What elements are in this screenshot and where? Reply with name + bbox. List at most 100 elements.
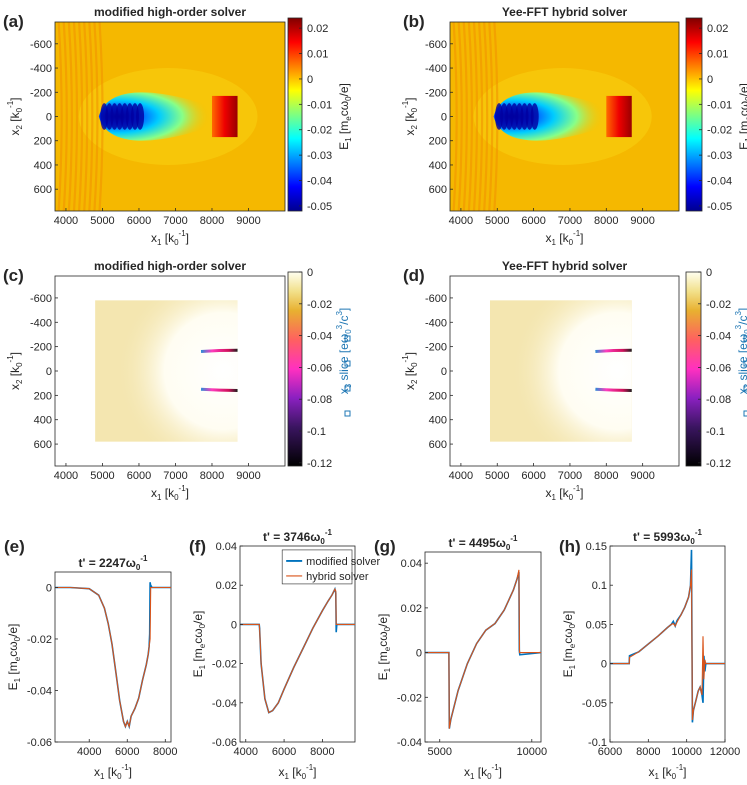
panel-label: (c) — [3, 266, 24, 285]
colorbar-tick-label: -0.03 — [307, 150, 332, 162]
panel-label: (d) — [403, 266, 425, 285]
x-axis-label: x1 [k0-1] — [545, 229, 583, 247]
marker-square — [344, 385, 351, 392]
series-line — [610, 569, 725, 721]
colorbar — [685, 271, 702, 467]
laser-stripe — [62, 22, 68, 211]
y-tick-label: 0 — [601, 659, 607, 671]
panel-title: t' = 3746ω0-1 — [263, 528, 332, 546]
x-tick-label: 10000 — [516, 746, 547, 758]
x-axis-label: x1 [k0-1] — [151, 229, 189, 247]
heatmap-panel: 4000 5000 6000 7000 8000 9000-600-400-2000200… — [401, 259, 747, 502]
x-tick-label: 4000 — [77, 746, 101, 758]
x-tick-label: 8000 — [153, 746, 177, 758]
laser-stripe — [467, 22, 474, 211]
wake-ripple — [136, 103, 145, 130]
y-tick-label: 400 — [429, 415, 447, 427]
series-line — [240, 587, 355, 714]
laser-stripe — [483, 22, 489, 211]
panel-title: t' = 4495ω0-1 — [449, 534, 518, 552]
colorbar-tick-label: -0.04 — [307, 176, 332, 188]
x-axis-label: x1 [k0-1] — [94, 763, 132, 781]
y-tick-label: -0.05 — [582, 698, 607, 710]
panel-label: (f) — [189, 537, 206, 556]
x-axis-label: x1 [k0-1] — [278, 763, 316, 781]
laser-stripe — [57, 22, 63, 211]
y-tick-label: -0.04 — [397, 737, 422, 749]
panel-title: modified high-order solver — [94, 259, 246, 273]
y-tick-label: -600 — [30, 293, 52, 305]
x-tick-label: 6000 — [127, 215, 151, 227]
x-tick-label: 4000 — [449, 470, 473, 482]
colorbar-tick-label: -0.02 — [707, 125, 732, 137]
laser-stripe — [88, 22, 94, 211]
y-tick-label: -0.1 — [588, 737, 607, 749]
y-tick-label: 0.1 — [592, 580, 607, 592]
heatmap-image — [55, 22, 285, 211]
colorbar-tick-label: -0.06 — [307, 362, 332, 374]
laser-stripe — [457, 22, 463, 211]
x-tick-label: 6000 — [272, 746, 296, 758]
panel-title: Yee-FFT hybrid solver — [502, 259, 628, 273]
x-axis-label: x1 [k0-1] — [545, 484, 583, 502]
x-tick-label: 6000 — [115, 746, 139, 758]
colorbar-label: E1 [mecω0/e] — [737, 83, 747, 150]
plot-area — [425, 569, 541, 729]
y-tick-label: 0 — [231, 619, 237, 631]
plot-area — [610, 549, 725, 723]
y-axis-label: E1 [mecω0/e] — [376, 614, 392, 681]
density-sheath — [595, 348, 632, 354]
y-tick-label: 200 — [34, 136, 52, 148]
x-tick-label: 12000 — [710, 746, 741, 758]
x-tick-label: 6000 — [521, 215, 545, 227]
panel-title: t' = 2247ω0-1 — [79, 554, 148, 572]
x-tick-label: 7000 — [558, 215, 582, 227]
colorbar-tick-label: -0.12 — [307, 458, 332, 470]
wake-ripple — [530, 103, 539, 130]
y-tick-label: 600 — [429, 184, 447, 196]
laser-stripe — [67, 22, 73, 211]
colorbar — [287, 271, 303, 467]
x-tick-label: 5000 — [90, 215, 114, 227]
colorbar-tick-label: 0.02 — [307, 23, 328, 35]
y-tick-label: 0 — [46, 582, 52, 594]
y-axis-label: E1 [mecω0/e] — [6, 624, 22, 691]
y-tick-label: -400 — [425, 63, 447, 75]
y-tick-label: 0.04 — [401, 558, 422, 570]
y-tick-label: 0.02 — [216, 580, 237, 592]
y-tick-label: -600 — [30, 39, 52, 51]
marker-square — [344, 335, 351, 342]
panel-label: (b) — [403, 12, 425, 31]
y-tick-label: -400 — [425, 317, 447, 329]
colorbar-tick-label: -0.1 — [307, 426, 326, 438]
y-tick-label: 0.02 — [401, 603, 422, 615]
heatmap-image — [450, 276, 679, 466]
colorbar-tick-label: 0.02 — [707, 23, 728, 35]
laser-stripe — [77, 22, 84, 211]
series-line — [425, 569, 541, 729]
colorbar-tick-label: 0.01 — [307, 49, 328, 61]
laser-stripe — [452, 22, 458, 211]
field-front — [211, 95, 238, 138]
y-tick-label: 0 — [441, 366, 447, 378]
colorbar-tick-label: -0.08 — [706, 394, 731, 406]
heatmap-panel: 4000 5000 6000 7000 8000 9000-600-400-2000200… — [3, 259, 353, 502]
density-sheath — [200, 387, 238, 392]
series-line — [55, 586, 171, 729]
colorbar-label: x3 slice [eω03/c3] — [734, 308, 747, 395]
x-tick-label: 6000 — [521, 470, 545, 482]
laser-stripe — [477, 22, 484, 211]
x-axis-label: x1 [k0-1] — [151, 484, 189, 502]
y-tick-label: 200 — [429, 390, 447, 402]
x-tick-label: 5000 — [427, 746, 451, 758]
x-tick-label: 4000 — [234, 746, 258, 758]
y-tick-label: 0.15 — [586, 541, 607, 553]
colorbar-label: x3 slice [eω03/c3] — [335, 308, 353, 395]
colorbar-tick-label: -0.01 — [307, 99, 332, 111]
panel-label: (e) — [4, 537, 25, 556]
y-tick-label: 600 — [429, 439, 447, 451]
y-tick-label: -600 — [425, 293, 447, 305]
x-axis-label: x1 [k0-1] — [464, 763, 502, 781]
plasma-channel — [95, 300, 238, 442]
colorbar-tick-label: 0.01 — [707, 49, 728, 61]
